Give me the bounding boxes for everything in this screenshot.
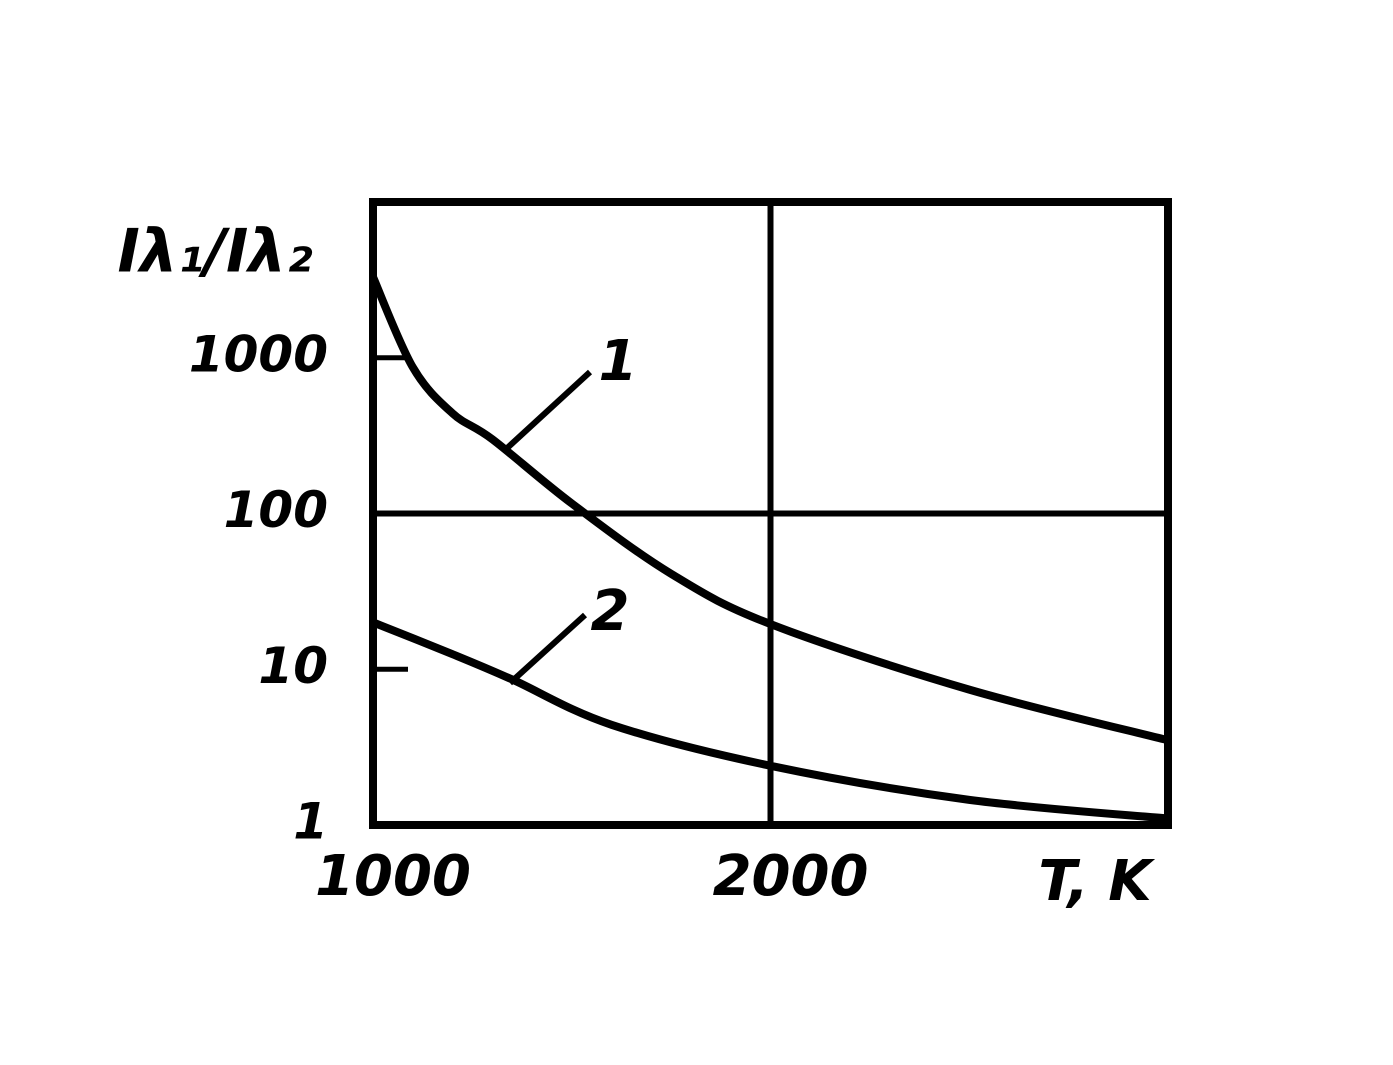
label-leader xyxy=(502,369,593,453)
x-tick-label: 2000 xyxy=(713,844,869,909)
y-axis-label: Iλ₁/Iλ₂ xyxy=(117,217,312,287)
series-label: 2 xyxy=(591,579,630,644)
series-line xyxy=(369,275,1169,745)
y-tick-label: 1000 xyxy=(189,325,328,383)
y-tick-label: 10 xyxy=(258,637,328,695)
y-tick-label: 1 xyxy=(293,793,328,851)
x-tick-label: 1000 xyxy=(315,844,471,909)
series-label: 1 xyxy=(599,329,638,394)
series-line xyxy=(371,618,1169,823)
label-leader xyxy=(507,612,588,686)
y-tick-label: 100 xyxy=(224,481,328,539)
x-axis-label: T, K xyxy=(1038,849,1155,914)
